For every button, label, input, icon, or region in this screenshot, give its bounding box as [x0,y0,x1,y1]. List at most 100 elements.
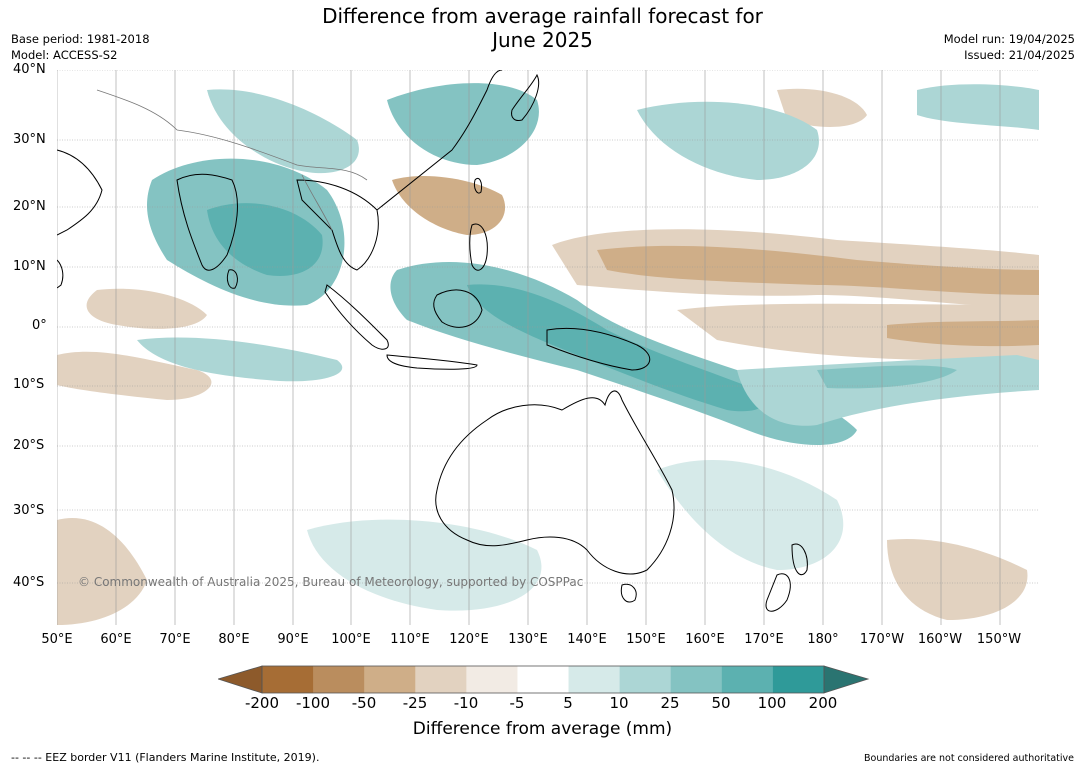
colorbar-segment [772,666,825,693]
dry-band-north-pacific-core [597,245,1039,295]
lon-label-60e: 60°E [100,632,132,647]
lon-label-100e: 100°E [331,632,371,647]
dry-indian-ocean-west [86,288,207,329]
colorbar-tick: 10 [609,694,629,712]
run-info: Model run: 19/04/2025 Issued: 21/04/2025 [944,31,1075,63]
sri-lanka-coast [226,269,238,289]
sumatra-coast [324,284,389,350]
china-coast [376,70,503,211]
colorbar-tick: 25 [660,694,680,712]
lon-label-170e: 170°E [744,632,784,647]
colorbar-segment [568,666,621,693]
anomaly-fields [57,83,1039,625]
lon-label-160e: 160°E [685,632,725,647]
map-title: Difference from average rainfall forecas… [0,4,1085,52]
lon-label-120e: 120°E [449,632,489,647]
colorbar-tick: 50 [711,694,731,712]
wet-east-china [387,83,539,165]
model-name: Model: ACCESS-S2 [11,48,118,62]
lon-label-50e: 50°E [41,632,73,647]
wet-indian-ocean-south [137,337,343,382]
lat-label-10s: 10°S [13,377,45,392]
lat-label-10n: 10°N [13,259,46,274]
borders [96,89,368,231]
meridians [57,70,1001,625]
colorbar-over-arrow [823,665,870,694]
wet-east-australia [657,460,844,570]
boundaries-disclaimer: Boundaries are not considered authoritat… [864,753,1074,764]
new-guinea-coast [546,327,650,371]
lon-label-170w: 170°W [859,632,905,647]
colorbar-tick: -5 [509,694,525,712]
colorbar-tick: -100 [295,694,331,712]
colorbar-segment [619,666,672,693]
lat-label-40n: 40°N [13,62,46,77]
lon-label-130e: 130°E [508,632,548,647]
horn-of-africa-coast [57,259,64,289]
tasmania-coast [620,583,637,603]
lat-label-40s: 40°S [13,575,45,590]
lon-label-70e: 70°E [159,632,191,647]
colorbar-segment [670,666,723,693]
new-zealand-coast [765,543,808,612]
colorbar-tick: -10 [453,694,479,712]
arabia-coast [57,149,103,236]
title-line-1: Difference from average rainfall forecas… [322,4,763,28]
colorbar-label: Difference from average (mm) [412,719,673,739]
borneo-coast [433,289,483,328]
coastlines [57,70,808,612]
philippines-coast [469,223,488,271]
colorbar-segment [313,666,365,693]
wet-nw-pacific [637,101,819,180]
colorbar-segment [517,666,570,693]
colorbar-segment [415,666,467,693]
model-info: Base period: 1981-2018 Model: ACCESS-S2 [11,31,150,63]
japan-coast [511,73,540,121]
lon-label-140e: 140°E [567,632,607,647]
map-canvas [57,70,1039,625]
dry-south-china [392,175,506,235]
australia-coast [435,390,675,575]
colorbar-frame [261,665,825,694]
wet-tibet [207,89,359,174]
graticule [57,70,1039,584]
eez-legend-note: -- -- -- EEZ border V11 (Flanders Marine… [11,751,320,764]
dry-band-equatorial-pacific [677,303,1039,361]
lat-label-0: 0° [32,318,47,333]
copyright-notice: © Commonwealth of Australia 2025, Bureau… [78,575,584,589]
dry-tasman [887,539,1028,620]
lon-label-180: 180° [807,632,839,647]
central-asia-border [96,89,178,131]
dry-southern-indian [57,518,147,625]
india-coast [176,173,238,271]
wet-maritime-continent-core [467,284,766,412]
lat-label-20s: 20°S [13,438,45,453]
lat-label-30s: 30°S [13,503,45,518]
lon-label-150e: 150°E [626,632,666,647]
wet-spcz-core [817,365,957,389]
wet-southern-ocean [307,519,542,611]
lon-label-80e: 80°E [218,632,250,647]
colorbar [218,665,870,694]
colorbar-tick: 5 [563,694,573,712]
dry-north-pacific-east [777,88,867,127]
lon-label-150w: 150°W [976,632,1022,647]
colorbar-segment [721,666,774,693]
lat-label-30n: 30°N [13,132,46,147]
myanmar-border [301,174,333,231]
indochina-coast [296,179,379,271]
colorbar-tick: 200 [808,694,838,712]
himalaya-border [176,129,368,181]
colorbar-segments [262,666,825,693]
lon-label-110e: 110°E [390,632,430,647]
lon-label-90e: 90°E [277,632,309,647]
base-period: Base period: 1981-2018 [11,32,150,46]
wet-spcz [737,355,1039,426]
issued-date: Issued: 21/04/2025 [964,48,1075,62]
colorbar-tick: -50 [351,694,377,712]
lon-label-160w: 160°W [917,632,963,647]
colorbar-tick: 100 [757,694,787,712]
colorbar-under-arrow [218,665,263,694]
dry-arabian-sea [57,351,212,400]
title-line-2: June 2025 [492,28,593,52]
